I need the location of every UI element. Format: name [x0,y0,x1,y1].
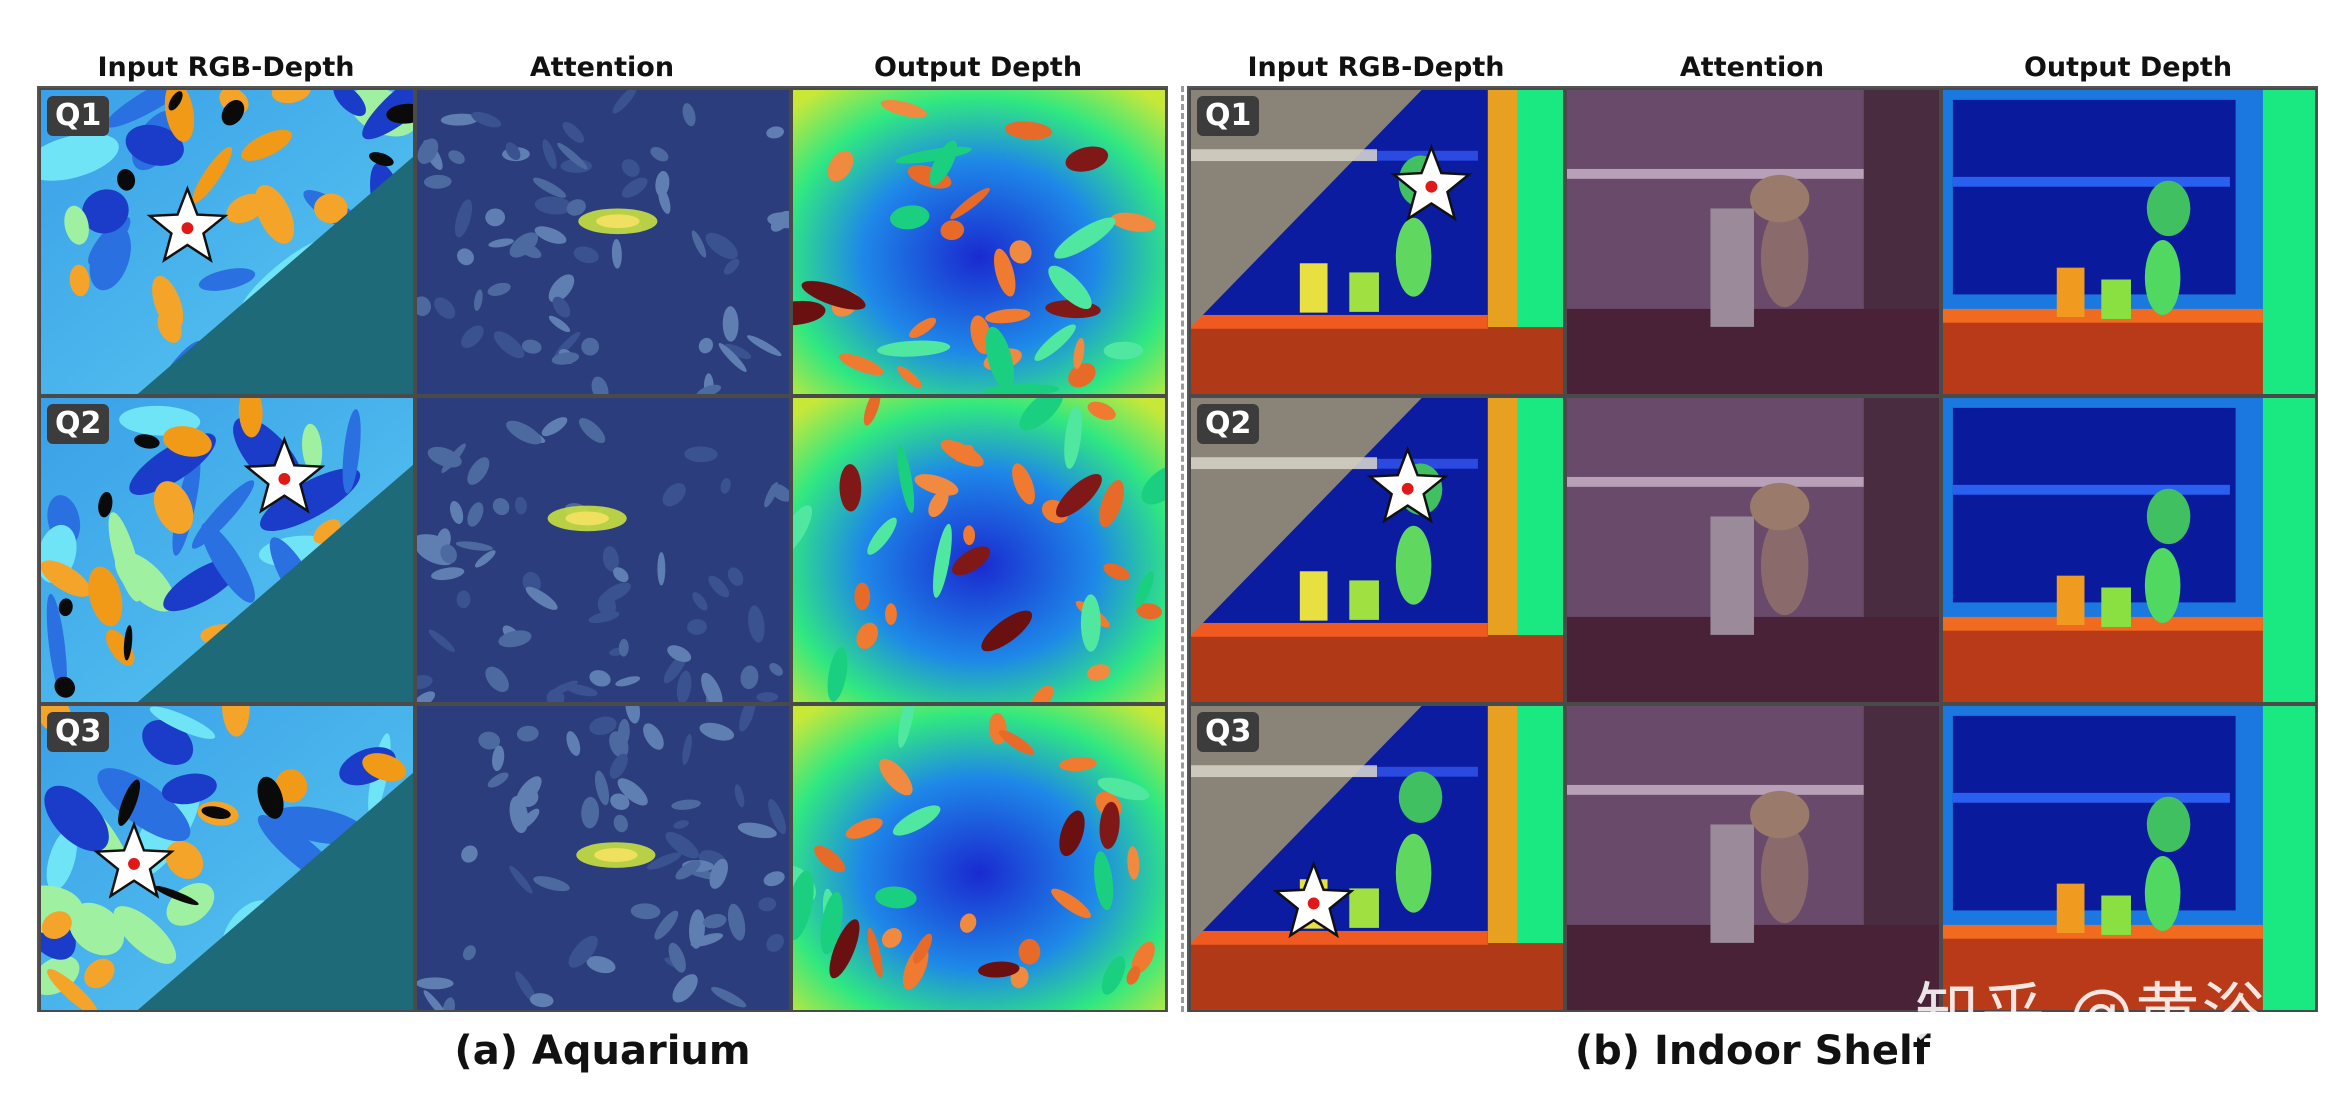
panel-divider [1181,86,1184,1012]
query-badge-q1: Q1 [1197,96,1260,136]
image-shelf-attention-q2 [1565,396,1941,704]
image-canvas [1567,706,1939,1010]
image-aquarium-attention-q3 [415,704,791,1012]
image-shelf-attention-q3 [1565,704,1941,1012]
image-shelf-input-q2: Q2 [1189,396,1565,704]
header-a-output: Output Depth [873,52,1083,83]
query-point [1401,482,1414,495]
image-canvas [1191,398,1563,702]
image-aquarium-output-q2 [791,396,1167,704]
header-b-output: Output Depth [2023,52,2233,83]
image-aquarium-input-q1: Q1 [39,88,415,396]
image-shelf-output-q3 [1941,704,2317,1012]
image-canvas [793,398,1165,702]
image-canvas [793,706,1165,1010]
image-canvas [1191,706,1563,1010]
image-canvas [417,706,789,1010]
image-aquarium-output-q3 [791,704,1167,1012]
image-canvas [793,90,1165,394]
image-canvas [41,90,413,394]
image-aquarium-attention-q2 [415,396,791,704]
query-badge-q1: Q1 [47,96,110,136]
image-canvas [417,398,789,702]
query-point [278,473,291,485]
image-shelf-input-q1: Q1 [1189,88,1565,396]
image-shelf-input-q3: Q3 [1189,704,1565,1012]
caption-aquarium: (a) Aquarium [454,1028,751,1074]
image-aquarium-input-q3: Q3 [39,704,415,1012]
image-aquarium-attention-q1 [415,88,791,396]
query-point [1425,180,1438,193]
header-b-attention: Attention [1679,52,1825,83]
query-point [181,222,194,235]
query-badge-q3: Q3 [47,712,110,752]
query-badge-q2: Q2 [47,404,110,444]
caption-indoor-shelf: (b) Indoor Shelf [1574,1028,1931,1074]
query-point [1307,897,1320,910]
query-point [128,858,140,870]
image-canvas [1191,90,1563,394]
image-canvas [417,90,789,394]
image-shelf-output-q1 [1941,88,2317,396]
image-canvas [1567,398,1939,702]
image-aquarium-input-q2: Q2 [39,396,415,704]
query-badge-q3: Q3 [1197,712,1260,752]
image-shelf-attention-q1 [1565,88,1941,396]
query-badge-q2: Q2 [1197,404,1260,444]
image-canvas [1567,90,1939,394]
header-b-input: Input RGB-Depth [1247,52,1505,83]
image-aquarium-output-q1 [791,88,1167,396]
image-canvas [1943,706,2315,1010]
image-canvas [1943,90,2315,394]
image-canvas [1943,398,2315,702]
watermark: 知乎 @黄浴 [1915,977,2268,1051]
image-canvas [41,398,413,702]
header-a-attention: Attention [529,52,675,83]
header-a-input: Input RGB-Depth [97,52,355,83]
image-canvas [41,706,413,1010]
image-shelf-output-q2 [1941,396,2317,704]
